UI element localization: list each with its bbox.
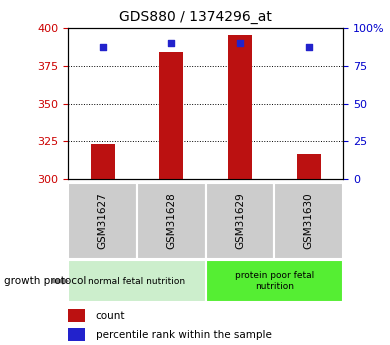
Text: protein poor fetal
nutrition: protein poor fetal nutrition: [235, 272, 314, 291]
Text: count: count: [96, 311, 125, 321]
Text: GSM31628: GSM31628: [167, 193, 176, 249]
Bar: [68, 183, 137, 259]
Bar: [275, 183, 343, 259]
Bar: [206, 183, 275, 259]
Bar: [68, 309, 85, 322]
Text: GDS880 / 1374296_at: GDS880 / 1374296_at: [119, 10, 271, 24]
Bar: [90, 145, 115, 179]
Text: GSM31629: GSM31629: [235, 193, 245, 249]
Point: [306, 45, 312, 50]
Bar: [68, 328, 85, 342]
Text: GSM31627: GSM31627: [98, 193, 108, 249]
Point: [168, 40, 174, 46]
Point: [99, 45, 106, 50]
Text: normal fetal nutrition: normal fetal nutrition: [89, 277, 186, 286]
Text: growth protocol: growth protocol: [4, 276, 86, 286]
Point: [237, 40, 243, 46]
Bar: [297, 154, 321, 179]
Bar: [68, 260, 206, 302]
Bar: [206, 260, 343, 302]
Bar: [137, 183, 206, 259]
Bar: [160, 52, 183, 179]
Text: percentile rank within the sample: percentile rank within the sample: [96, 330, 271, 340]
Bar: [228, 35, 252, 179]
Text: GSM31630: GSM31630: [304, 193, 314, 249]
